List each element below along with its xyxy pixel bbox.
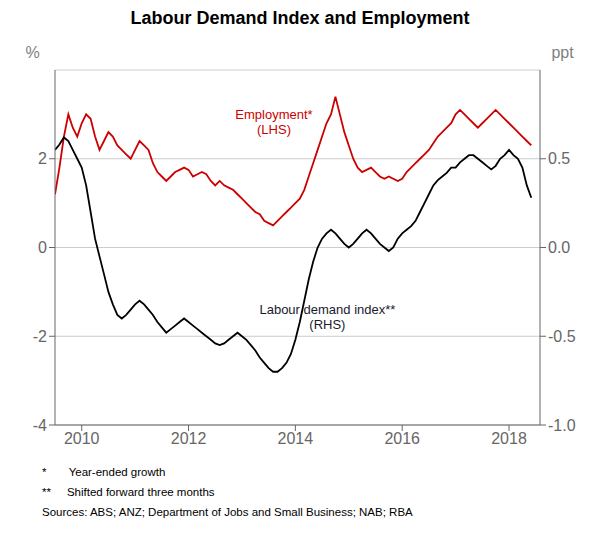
svg-text:-2: -2 [33, 328, 47, 345]
svg-text:-1.0: -1.0 [548, 417, 576, 434]
svg-text:0: 0 [38, 239, 47, 256]
svg-text:-0.5: -0.5 [548, 328, 576, 345]
svg-text:2016: 2016 [384, 430, 420, 447]
svg-text:2012: 2012 [171, 430, 207, 447]
html-text:Sources: ABS; ANZ; Department: Sources: ABS; ANZ; Department of Jobs an… [42, 506, 413, 518]
html-text:Labour Demand Index and Employ: Labour Demand Index and Employment [130, 8, 470, 28]
svg-text:2010: 2010 [64, 430, 100, 447]
svg-text:0.5: 0.5 [548, 150, 570, 167]
svg-text:Employment*(LHS): Employment*(LHS) [235, 106, 312, 136]
html-text:** Shifted forward three month: ** Shifted forward three months [42, 486, 215, 498]
svg-text:0.0: 0.0 [548, 239, 570, 256]
svg-text:Labour demand index**(RHS): Labour demand index**(RHS) [259, 301, 395, 331]
svg-text:2014: 2014 [278, 430, 314, 447]
svg-text:ppt: ppt [551, 44, 574, 61]
svg-text:2: 2 [38, 150, 47, 167]
svg-text:2018: 2018 [491, 430, 527, 447]
svg-text:%: % [25, 44, 39, 61]
svg-text:-4: -4 [33, 417, 47, 434]
html-text:* Year-ended growth: * Year-ended growth [42, 466, 166, 478]
